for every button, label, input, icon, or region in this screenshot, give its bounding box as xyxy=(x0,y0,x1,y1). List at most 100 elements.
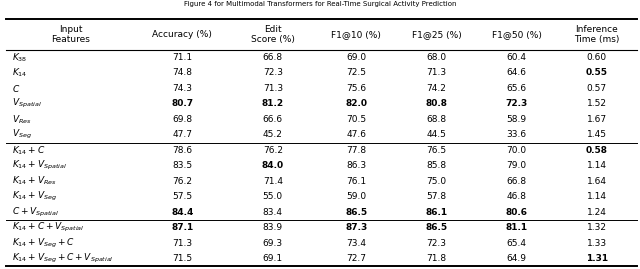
Text: 75.6: 75.6 xyxy=(346,84,367,93)
Text: 70.0: 70.0 xyxy=(507,146,527,155)
Text: 0.60: 0.60 xyxy=(587,53,607,62)
Text: 57.5: 57.5 xyxy=(172,192,193,201)
Text: 1.33: 1.33 xyxy=(587,239,607,247)
Text: 0.55: 0.55 xyxy=(586,69,608,77)
Text: 85.8: 85.8 xyxy=(426,161,447,170)
Text: 72.3: 72.3 xyxy=(506,100,528,108)
Text: 75.0: 75.0 xyxy=(426,177,447,186)
Text: $C$: $C$ xyxy=(12,83,20,94)
Text: 74.8: 74.8 xyxy=(172,69,192,77)
Text: $K_{14} + V_{Seg} + C$: $K_{14} + V_{Seg} + C$ xyxy=(12,236,74,250)
Text: 83.9: 83.9 xyxy=(263,223,283,232)
Text: 87.3: 87.3 xyxy=(346,223,367,232)
Text: 1.14: 1.14 xyxy=(587,161,607,170)
Text: $K_{14} +V_{Spatial}$: $K_{14} +V_{Spatial}$ xyxy=(12,159,67,172)
Text: 71.5: 71.5 xyxy=(172,254,193,263)
Text: 86.1: 86.1 xyxy=(426,208,447,217)
Text: $V_{Res}$: $V_{Res}$ xyxy=(12,113,31,126)
Text: 84.4: 84.4 xyxy=(171,208,193,217)
Text: Accuracy (%): Accuracy (%) xyxy=(152,30,212,39)
Text: $K_{38}$: $K_{38}$ xyxy=(12,51,27,64)
Text: 74.3: 74.3 xyxy=(172,84,192,93)
Text: 44.5: 44.5 xyxy=(427,130,447,139)
Text: 66.6: 66.6 xyxy=(263,115,283,124)
Text: $K_{14}+ C + V_{Spatial}$: $K_{14}+ C + V_{Spatial}$ xyxy=(12,221,84,234)
Text: 57.8: 57.8 xyxy=(426,192,447,201)
Text: 33.6: 33.6 xyxy=(507,130,527,139)
Text: 1.24: 1.24 xyxy=(587,208,607,217)
Text: $K_{14} + V_{Seg} + C + V_{Spatial}$: $K_{14} + V_{Seg} + C + V_{Spatial}$ xyxy=(12,252,113,265)
Text: 86.5: 86.5 xyxy=(346,208,367,217)
Text: 78.6: 78.6 xyxy=(172,146,193,155)
Text: $V_{Spatial}$: $V_{Spatial}$ xyxy=(12,97,42,111)
Text: 69.0: 69.0 xyxy=(346,53,367,62)
Text: 1.45: 1.45 xyxy=(587,130,607,139)
Text: F1@10 (%): F1@10 (%) xyxy=(332,30,381,39)
Text: 65.4: 65.4 xyxy=(507,239,527,247)
Text: $K_{14} + C$: $K_{14} + C$ xyxy=(12,144,45,157)
Text: 1.64: 1.64 xyxy=(587,177,607,186)
Text: F1@25 (%): F1@25 (%) xyxy=(412,30,461,39)
Text: 72.5: 72.5 xyxy=(346,69,367,77)
Text: 80.8: 80.8 xyxy=(426,100,447,108)
Text: 83.4: 83.4 xyxy=(263,208,283,217)
Text: 71.4: 71.4 xyxy=(263,177,283,186)
Text: 79.0: 79.0 xyxy=(507,161,527,170)
Text: 71.8: 71.8 xyxy=(426,254,447,263)
Text: 64.9: 64.9 xyxy=(507,254,527,263)
Text: 64.6: 64.6 xyxy=(507,69,527,77)
Text: 72.3: 72.3 xyxy=(426,239,447,247)
Text: 72.3: 72.3 xyxy=(263,69,283,77)
Text: 58.9: 58.9 xyxy=(507,115,527,124)
Text: 80.7: 80.7 xyxy=(172,100,193,108)
Text: 1.31: 1.31 xyxy=(586,254,608,263)
Text: 60.4: 60.4 xyxy=(507,53,527,62)
Text: 1.67: 1.67 xyxy=(587,115,607,124)
Text: F1@50 (%): F1@50 (%) xyxy=(492,30,541,39)
Text: 81.1: 81.1 xyxy=(506,223,528,232)
Text: 1.14: 1.14 xyxy=(587,192,607,201)
Text: 87.1: 87.1 xyxy=(171,223,193,232)
Text: 70.5: 70.5 xyxy=(346,115,367,124)
Text: 45.2: 45.2 xyxy=(263,130,283,139)
Text: 47.6: 47.6 xyxy=(346,130,367,139)
Text: 65.6: 65.6 xyxy=(507,84,527,93)
Text: $K_{14} + V_{Res}$: $K_{14} + V_{Res}$ xyxy=(12,175,56,187)
Text: 72.7: 72.7 xyxy=(346,254,367,263)
Text: 66.8: 66.8 xyxy=(263,53,283,62)
Text: $K_{14} + V_{Seg}$: $K_{14} + V_{Seg}$ xyxy=(12,190,56,203)
Text: 71.3: 71.3 xyxy=(426,69,447,77)
Text: 71.3: 71.3 xyxy=(172,239,193,247)
Text: $K_{14}$: $K_{14}$ xyxy=(12,67,27,79)
Text: 77.8: 77.8 xyxy=(346,146,367,155)
Text: 76.2: 76.2 xyxy=(263,146,283,155)
Text: 71.1: 71.1 xyxy=(172,53,193,62)
Text: 76.1: 76.1 xyxy=(346,177,367,186)
Text: 76.2: 76.2 xyxy=(172,177,192,186)
Text: Edit
Score (%): Edit Score (%) xyxy=(251,24,295,44)
Text: 69.1: 69.1 xyxy=(263,254,283,263)
Text: 68.0: 68.0 xyxy=(426,53,447,62)
Text: 0.58: 0.58 xyxy=(586,146,608,155)
Text: 1.32: 1.32 xyxy=(587,223,607,232)
Text: 83.5: 83.5 xyxy=(172,161,193,170)
Text: 66.8: 66.8 xyxy=(507,177,527,186)
Text: Input
Features: Input Features xyxy=(51,24,90,44)
Text: 59.0: 59.0 xyxy=(346,192,367,201)
Text: 55.0: 55.0 xyxy=(263,192,283,201)
Text: 71.3: 71.3 xyxy=(263,84,283,93)
Text: 86.5: 86.5 xyxy=(426,223,447,232)
Text: $C + V_{Spatial}$: $C + V_{Spatial}$ xyxy=(12,206,59,219)
Text: 69.3: 69.3 xyxy=(263,239,283,247)
Text: 81.2: 81.2 xyxy=(262,100,284,108)
Text: $V_{Seg}$: $V_{Seg}$ xyxy=(12,128,31,141)
Text: 84.0: 84.0 xyxy=(262,161,284,170)
Text: 1.52: 1.52 xyxy=(587,100,607,108)
Text: 73.4: 73.4 xyxy=(346,239,367,247)
Text: 74.2: 74.2 xyxy=(427,84,447,93)
Text: Figure 4 for Multimodal Transformers for Real-Time Surgical Activity Prediction: Figure 4 for Multimodal Transformers for… xyxy=(184,1,456,7)
Text: 76.5: 76.5 xyxy=(426,146,447,155)
Text: 82.0: 82.0 xyxy=(346,100,367,108)
Text: 69.8: 69.8 xyxy=(172,115,193,124)
Text: 47.7: 47.7 xyxy=(172,130,192,139)
